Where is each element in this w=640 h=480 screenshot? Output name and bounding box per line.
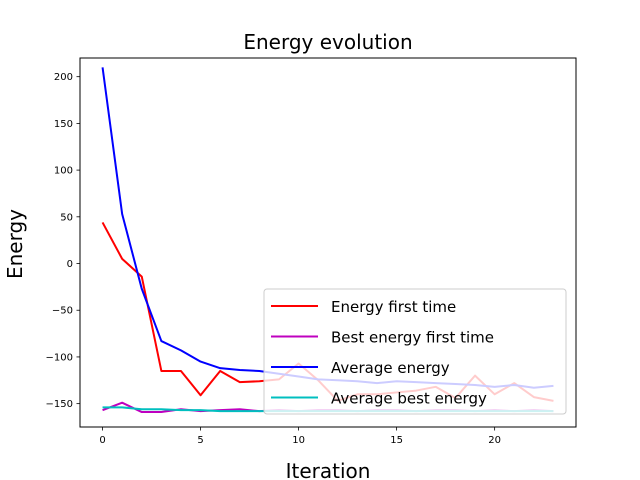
x-tick-label: 5 xyxy=(197,435,203,446)
x-tick-label: 0 xyxy=(99,435,105,446)
x-tick-label: 20 xyxy=(488,435,501,446)
legend: Energy first time Best energy first time A… xyxy=(263,288,567,415)
y-tick-label: 50 xyxy=(60,212,73,223)
y-tick-label: −50 xyxy=(52,306,73,317)
legend-box xyxy=(263,288,567,415)
chart-title: Energy evolution xyxy=(243,30,412,54)
y-tick-label: 200 xyxy=(54,72,73,83)
legend-label-average-energy: Average energy xyxy=(331,359,450,377)
x-tick-label: 10 xyxy=(292,435,305,446)
y-tick-label: 0 xyxy=(67,259,73,270)
legend-label-average-best-energy: Average best energy xyxy=(331,390,487,408)
y-tick-label: 150 xyxy=(54,119,73,130)
plot-frame xyxy=(79,57,577,428)
y-axis-label: Energy xyxy=(3,209,27,279)
y-tick-label: −100 xyxy=(46,352,73,363)
x-axis-label: Iteration xyxy=(286,459,371,480)
y-tick-label: −150 xyxy=(46,399,73,410)
legend-label-best-energy-first-time: Best energy first time xyxy=(331,329,494,347)
y-tick-label: 100 xyxy=(54,166,73,177)
axis-ticks: 0 5 10 15 20 −150 −100 −50 0 50 100 150 200 xyxy=(46,72,501,446)
x-tick-label: 15 xyxy=(390,435,403,446)
legend-label-energy-first-time: Energy first time xyxy=(331,298,456,316)
